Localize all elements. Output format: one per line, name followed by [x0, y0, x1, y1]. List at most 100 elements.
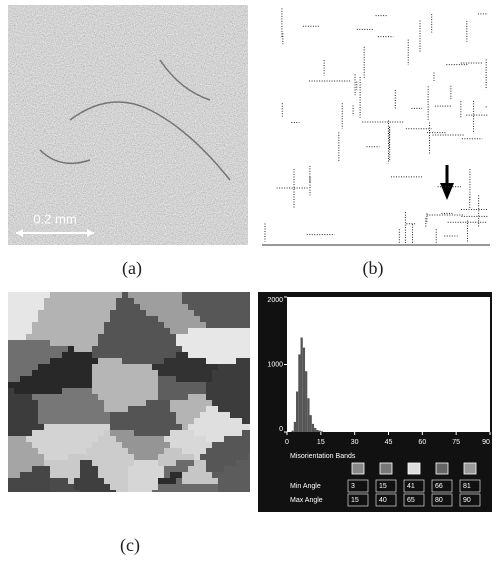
grain-cell: [44, 358, 50, 364]
grain-cell: [152, 430, 158, 436]
panel-label: (c): [120, 535, 140, 556]
grain-cell: [110, 376, 116, 382]
grain-cell: [14, 472, 20, 478]
grain-cell: [26, 292, 32, 298]
grain-cell: [152, 358, 158, 364]
grain-cell: [26, 418, 32, 424]
grain-cell: [98, 346, 104, 352]
grain-cell: [206, 328, 212, 334]
grain-cell: [128, 442, 134, 448]
grain-cell: [104, 310, 110, 316]
grain-cell: [50, 346, 56, 352]
grain-cell: [38, 466, 44, 472]
grain-cell: [122, 448, 128, 454]
grain-cell: [182, 418, 188, 424]
grain-cell: [104, 454, 110, 460]
grain-cell: [176, 298, 182, 304]
grain-cell: [170, 334, 176, 340]
grain-cell: [248, 490, 250, 492]
grain-cell: [188, 370, 194, 376]
grain-cell: [206, 484, 212, 490]
grain-cell: [194, 442, 200, 448]
grain-cell: [134, 412, 140, 418]
grain-cell: [188, 388, 194, 394]
grain-cell: [164, 478, 170, 484]
grain-cell: [248, 304, 250, 310]
grain-cell: [122, 382, 128, 388]
grain-cell: [218, 310, 224, 316]
grain-cell: [242, 466, 248, 472]
grain-cell: [128, 298, 134, 304]
grain-cell: [212, 454, 218, 460]
grain-cell: [134, 328, 140, 334]
grain-cell: [164, 352, 170, 358]
grain-cell: [182, 454, 188, 460]
grain-cell: [98, 334, 104, 340]
grain-cell: [92, 322, 98, 328]
grain-cell: [128, 316, 134, 322]
grain-cell: [104, 430, 110, 436]
grain-cell: [14, 436, 20, 442]
grain-cell: [62, 466, 68, 472]
grain-cell: [128, 448, 134, 454]
grain-cell: [194, 418, 200, 424]
grain-cell: [86, 346, 92, 352]
grain-cell: [38, 448, 44, 454]
grain-cell: [134, 406, 140, 412]
grain-cell: [50, 310, 56, 316]
grain-cell: [152, 382, 158, 388]
grain-cell: [182, 310, 188, 316]
grain-cell: [176, 454, 182, 460]
grain-cell: [140, 364, 146, 370]
grain-cell: [230, 292, 236, 298]
grain-cell: [44, 310, 50, 316]
grain-cell: [86, 322, 92, 328]
grain-cell: [56, 466, 62, 472]
grain-cell: [230, 304, 236, 310]
grain-cell: [80, 490, 86, 492]
grain-cell: [38, 370, 44, 376]
grain-cell: [188, 358, 194, 364]
grain-cell: [140, 304, 146, 310]
grain-cell: [224, 316, 230, 322]
grain-cell: [26, 490, 32, 492]
grain-cell: [110, 490, 116, 492]
grain-cell: [248, 418, 250, 424]
grain-cell: [230, 298, 236, 304]
grain-cell: [164, 394, 170, 400]
grain-cell: [134, 298, 140, 304]
grain-cell: [32, 352, 38, 358]
grain-cell: [206, 490, 212, 492]
grain-cell: [86, 298, 92, 304]
grain-cell: [212, 346, 218, 352]
grain-cell: [248, 382, 250, 388]
grain-cell: [236, 472, 242, 478]
grain-cell: [248, 406, 250, 412]
grain-cell: [8, 328, 14, 334]
grain-cell: [104, 340, 110, 346]
grain-cell: [110, 316, 116, 322]
grain-cell: [8, 298, 14, 304]
grain-cell: [224, 340, 230, 346]
grain-cell: [242, 490, 248, 492]
grain-cell: [50, 340, 56, 346]
grain-cell: [182, 316, 188, 322]
grain-cell: [206, 460, 212, 466]
grain-cell: [140, 460, 146, 466]
grain-cell: [44, 382, 50, 388]
grain-cell: [128, 472, 134, 478]
grain-cell: [212, 490, 218, 492]
grain-cell: [110, 352, 116, 358]
grain-cell: [230, 454, 236, 460]
grain-cell: [170, 478, 176, 484]
grain-cell: [26, 472, 32, 478]
grain-cell: [80, 400, 86, 406]
grain-cell: [38, 472, 44, 478]
x-tick-label: 15: [317, 439, 325, 446]
grain-cell: [122, 430, 128, 436]
grain-cell: [218, 346, 224, 352]
grain-cell: [164, 472, 170, 478]
grain-cell: [80, 328, 86, 334]
grain-cell: [8, 484, 14, 490]
grain-cell: [128, 394, 134, 400]
